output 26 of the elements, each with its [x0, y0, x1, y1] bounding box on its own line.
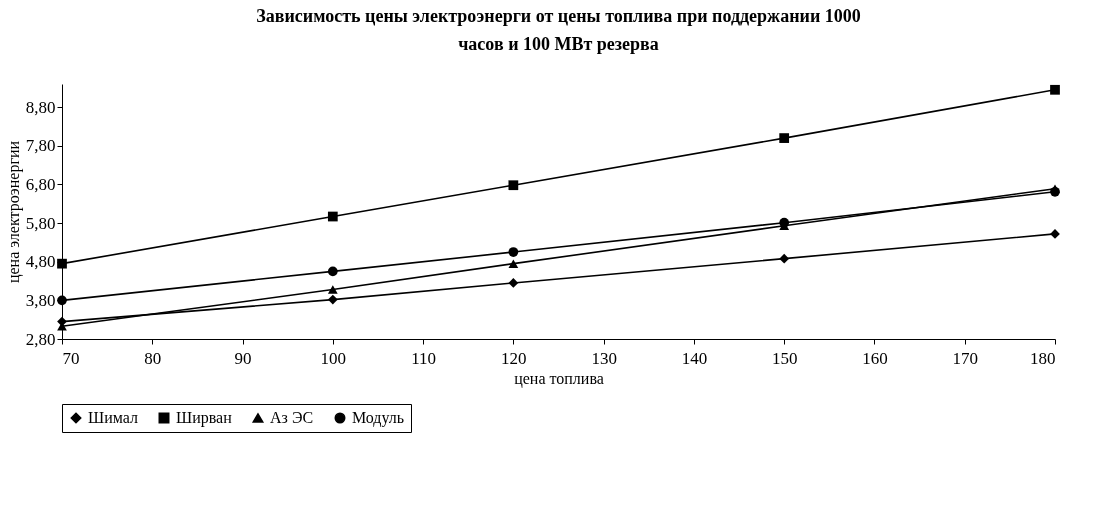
x-tick-label: 90	[234, 348, 252, 368]
y-tick-label: 5,80	[25, 213, 56, 233]
legend-label: Шимал	[88, 409, 138, 426]
x-tick-label: 100	[320, 348, 347, 368]
legend-label: Ширван	[176, 409, 233, 427]
y-tick-label: 7,80	[25, 136, 56, 156]
y-tick-label: 2,80	[25, 329, 56, 349]
x-axis-title: цена топлива	[514, 369, 604, 388]
legend-label: Модуль	[352, 409, 405, 427]
x-tick-label: 140	[681, 348, 708, 368]
chart-title: Зависимость цены электроэнерги от цены топлива при поддержании 1000 часов и 100 МВт резерва	[256, 6, 861, 54]
x-tick-label: 150	[771, 348, 798, 368]
y-axis-title: цена электроэнергии	[4, 140, 23, 284]
x-tick-label: 130	[591, 348, 617, 368]
x-tick-label: 170	[952, 348, 978, 368]
y-tick-label: 3,80	[25, 290, 56, 310]
x-tick-label: 180	[1030, 348, 1056, 368]
y-tick-label: 4,80	[25, 252, 56, 272]
x-tick-label: 120	[501, 348, 527, 368]
y-tick-label: 6,80	[25, 174, 56, 194]
x-tick-label: 70	[62, 348, 80, 368]
x-tick-label: 160	[862, 348, 888, 368]
y-tick-label: 8,80	[25, 97, 56, 117]
legend-label: Аз ЭС	[270, 409, 314, 426]
x-tick-label: 110	[411, 348, 437, 368]
x-tick-label: 80	[144, 348, 162, 368]
